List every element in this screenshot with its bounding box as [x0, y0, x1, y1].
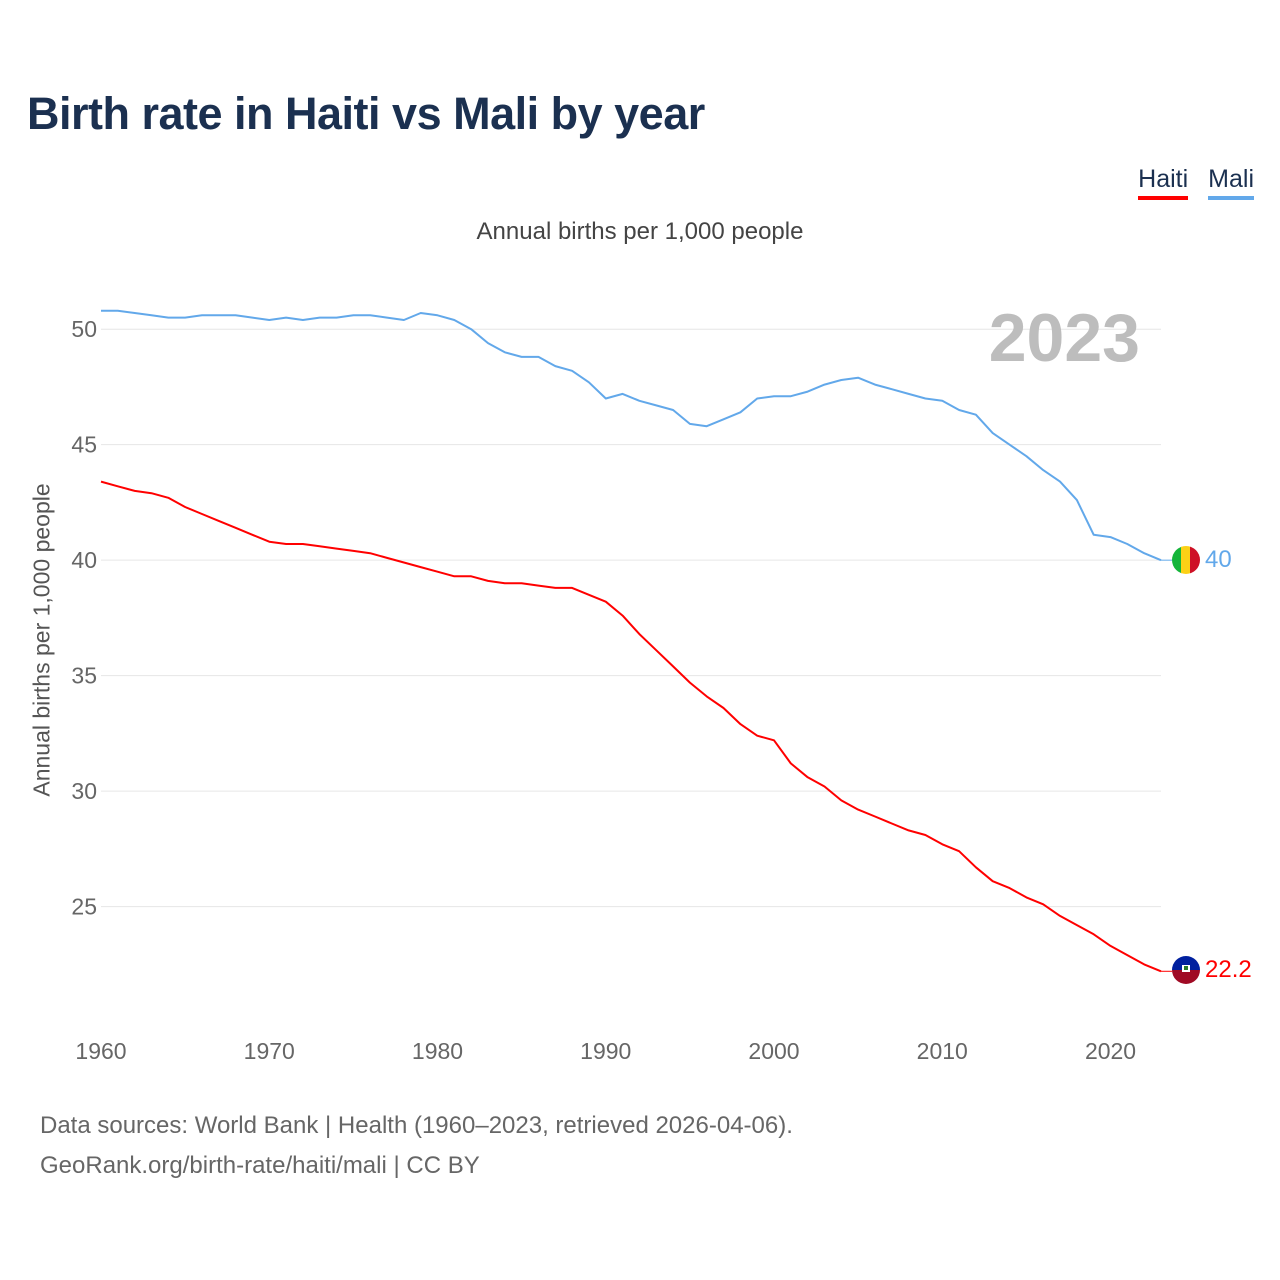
chart-subtitle: Annual births per 1,000 people	[476, 218, 804, 245]
footer: Data sources: World Bank | Health (1960–…	[40, 1106, 793, 1186]
year-label: 2023	[989, 300, 1140, 376]
mali-end-label: 40	[1205, 546, 1232, 573]
y-tick-label: 40	[71, 547, 97, 573]
x-tick-label: 2000	[748, 1038, 799, 1064]
legend-item-haiti[interactable]: Haiti	[1138, 165, 1189, 200]
data-source-text: Data sources: World Bank | Health (1960–…	[40, 1112, 793, 1139]
y-tick-label: 45	[71, 432, 97, 458]
legend: Haiti Mali	[1138, 165, 1254, 200]
y-tick-label: 35	[71, 663, 97, 689]
haiti-flag-icon	[1172, 956, 1200, 984]
y-tick-label: 30	[71, 778, 97, 804]
x-tick-label: 2020	[1085, 1038, 1136, 1064]
x-tick-label: 1970	[244, 1038, 295, 1064]
series-line-mali	[101, 309, 1162, 562]
source-link[interactable]: GeoRank.org/birth-rate/haiti/mali | CC B…	[40, 1152, 480, 1179]
y-tick-label: 50	[71, 316, 97, 342]
y-tick-label: 25	[71, 894, 97, 920]
x-tick-label: 1960	[75, 1038, 126, 1064]
series-line-haiti	[100, 480, 1162, 973]
legend-item-mali[interactable]: Mali	[1208, 165, 1254, 200]
x-tick-label: 1980	[412, 1038, 463, 1064]
x-tick-label: 2010	[917, 1038, 968, 1064]
haiti-end-label: 22.2	[1205, 956, 1252, 983]
mali-flag-icon	[1172, 546, 1200, 574]
x-tick-label: 1990	[580, 1038, 631, 1064]
chart-title: Birth rate in Haiti vs Mali by year	[27, 88, 705, 139]
